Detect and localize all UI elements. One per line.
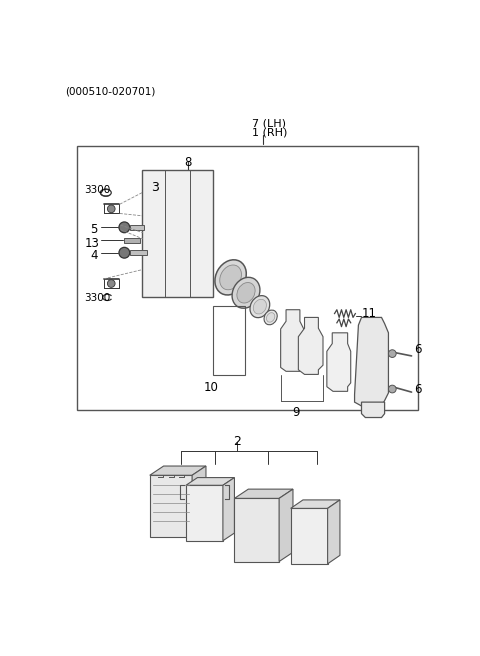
Bar [130, 251, 147, 255]
Bar [77, 146, 418, 410]
Text: 11: 11 [361, 307, 376, 320]
Text: 4: 4 [90, 249, 98, 262]
Polygon shape [234, 499, 279, 562]
Polygon shape [223, 478, 234, 541]
Text: 3300: 3300 [84, 185, 110, 195]
Ellipse shape [232, 277, 260, 308]
Polygon shape [299, 318, 323, 375]
Circle shape [316, 534, 322, 540]
Text: (000510-020701): (000510-020701) [65, 87, 156, 96]
Circle shape [303, 528, 309, 535]
Circle shape [388, 350, 396, 358]
Ellipse shape [266, 313, 275, 322]
Circle shape [244, 508, 250, 514]
Polygon shape [150, 466, 206, 475]
Bar [213, 306, 245, 375]
Circle shape [263, 536, 268, 541]
Polygon shape [328, 500, 340, 564]
Text: 2: 2 [233, 435, 240, 448]
Bar [142, 170, 213, 297]
Polygon shape [291, 508, 328, 564]
Bar [130, 225, 144, 230]
Ellipse shape [253, 299, 266, 314]
Text: 6: 6 [414, 343, 421, 356]
Text: 5: 5 [90, 224, 98, 236]
Polygon shape [186, 485, 223, 541]
Text: 9: 9 [292, 406, 300, 419]
Text: 13: 13 [84, 237, 99, 249]
Ellipse shape [237, 283, 255, 303]
Ellipse shape [220, 265, 241, 290]
Circle shape [244, 536, 250, 541]
Bar [124, 238, 140, 243]
Polygon shape [281, 310, 304, 371]
Polygon shape [186, 478, 234, 485]
Polygon shape [192, 466, 206, 537]
Polygon shape [279, 489, 293, 562]
Text: 6: 6 [414, 382, 421, 396]
Circle shape [263, 508, 268, 514]
Polygon shape [234, 489, 293, 499]
Circle shape [119, 222, 130, 233]
Ellipse shape [250, 296, 270, 318]
Circle shape [119, 247, 130, 258]
Circle shape [108, 279, 115, 287]
Polygon shape [327, 333, 351, 392]
Polygon shape [291, 500, 340, 508]
Circle shape [263, 522, 268, 527]
Text: 1 (RH): 1 (RH) [252, 127, 288, 137]
Polygon shape [150, 475, 192, 537]
Text: 3300: 3300 [84, 293, 110, 303]
Circle shape [388, 385, 396, 393]
Polygon shape [361, 402, 384, 417]
Text: 8: 8 [185, 155, 192, 169]
Text: 7 (LH): 7 (LH) [252, 119, 286, 129]
Circle shape [244, 522, 250, 527]
Polygon shape [355, 318, 388, 406]
Ellipse shape [264, 310, 277, 325]
Text: 3: 3 [151, 181, 159, 194]
Circle shape [108, 205, 115, 213]
Ellipse shape [215, 260, 246, 295]
Text: 10: 10 [204, 380, 219, 394]
